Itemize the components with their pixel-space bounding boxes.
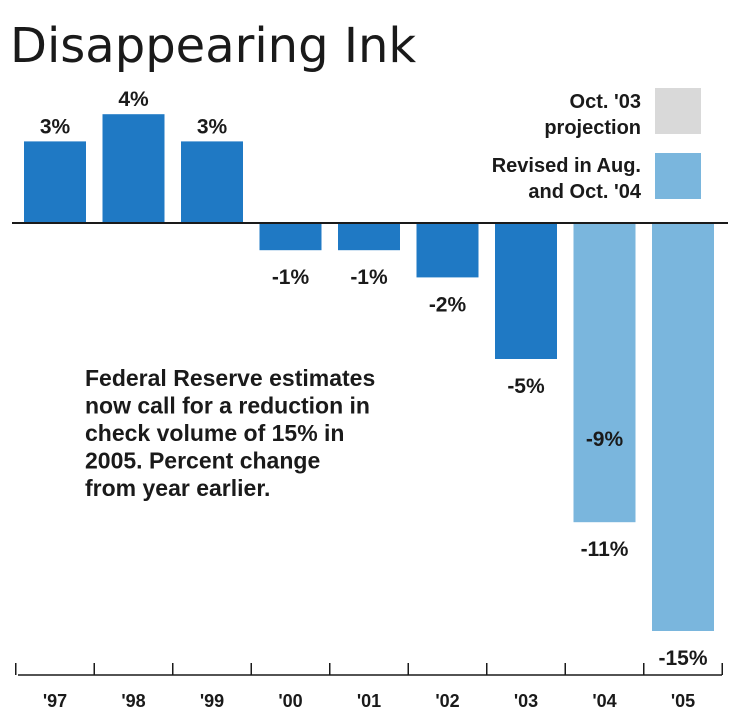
annotation-line-1: Federal Reserve estimates (85, 365, 375, 391)
x-axis: '97 '98 '99 '00 '01 '02 '03 '04 '05 (15, 663, 723, 711)
bar-03-series-0 (495, 223, 557, 359)
bar-97-series-0 (24, 141, 86, 223)
x-tick-label-01: '01 (357, 691, 381, 711)
annotation-line-2: now call for a reduction in (85, 393, 370, 419)
chart-title: Disappearing Ink (10, 18, 416, 74)
bar-02-series-0 (416, 223, 479, 278)
value-label-00: -1% (272, 266, 310, 289)
legend-label-2-line-2: and Oct. '04 (528, 181, 641, 203)
x-tick-label-02: '02 (435, 691, 459, 711)
legend: Oct. '03 projection Revised in Aug. and Oct… (492, 88, 701, 203)
legend-label-1-line-1: Oct. '03 (570, 91, 641, 113)
annotation-line-3: check volume of 15% in (85, 420, 344, 446)
legend-label-1-line-2: projection (544, 117, 641, 139)
x-tick-label-03: '03 (514, 691, 538, 711)
annotation-line-5: from year earlier. (85, 475, 270, 501)
x-tick-label-98: '98 (121, 691, 145, 711)
legend-label-2-line-1: Revised in Aug. (492, 155, 641, 177)
bar-01-series-0 (338, 223, 400, 251)
value-label-05: -15% (658, 647, 707, 670)
bar-04-series-2 (573, 223, 636, 523)
value-label-02: -2% (429, 293, 467, 316)
x-tick-label-05: '05 (671, 691, 695, 711)
bars (24, 114, 714, 631)
x-tick-label-97: '97 (43, 691, 67, 711)
bar-00-series-0 (259, 223, 322, 251)
value-label-97: 3% (40, 115, 71, 138)
value-label-01: -1% (350, 266, 388, 289)
x-tick-label-99: '99 (200, 691, 224, 711)
value-label-04: -11% (581, 538, 629, 561)
projection-value-label: -9% (586, 428, 624, 451)
value-label-99: 3% (197, 115, 228, 138)
value-labels: 3% 4% 3% -1% -1% -2% -5% -11% -15% -9% (40, 88, 708, 670)
x-tick-label-04: '04 (592, 691, 616, 711)
x-tick-label-00: '00 (278, 691, 302, 711)
value-label-98: 4% (118, 88, 149, 111)
legend-swatch-2 (655, 153, 701, 199)
bar-99-series-0 (181, 141, 243, 223)
annotation-line-4: 2005. Percent change (85, 448, 320, 474)
value-label-03: -5% (507, 375, 545, 398)
legend-swatch-1 (655, 88, 701, 134)
bar-98-series-0 (102, 114, 165, 223)
bar-05-series-2 (652, 223, 714, 631)
